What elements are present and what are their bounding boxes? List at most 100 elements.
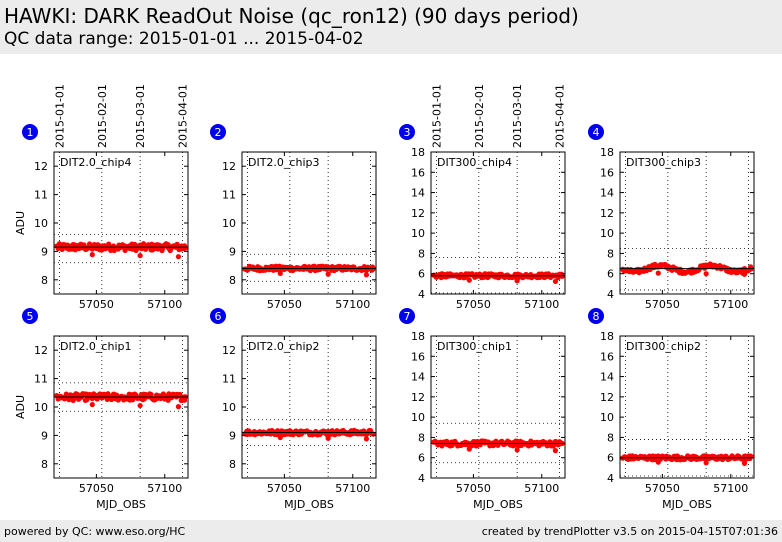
y-tick-label: 14 xyxy=(600,371,614,384)
data-point xyxy=(325,271,331,277)
data-point xyxy=(325,435,331,441)
data-point xyxy=(363,272,370,278)
y-tick-label: 12 xyxy=(34,344,48,357)
x-tick-label: 57050 xyxy=(79,298,114,311)
data-point xyxy=(703,460,709,466)
panel-label: DIT300_chip2 xyxy=(626,340,701,353)
x-axis-label: MJD_OBS xyxy=(96,498,146,511)
data-point xyxy=(277,434,283,441)
x-tick-label: 57100 xyxy=(524,298,559,311)
plot-frame-1 xyxy=(53,151,189,295)
y-tick-label: 6 xyxy=(418,268,425,281)
y-tick-label: 10 xyxy=(600,227,614,240)
data-point xyxy=(277,270,283,277)
y-tick-label: 8 xyxy=(418,247,425,260)
panel-number-badge[interactable] xyxy=(588,308,604,324)
plot-frame-5 xyxy=(53,335,189,479)
data-point xyxy=(741,271,748,277)
footer-powered-by[interactable]: powered by QC: www.eso.org/HC xyxy=(4,525,186,538)
x-axis-label: MJD_OBS xyxy=(473,498,523,511)
x-tick-label: 57100 xyxy=(713,298,748,311)
y-tick-label: 18 xyxy=(600,146,614,159)
footer-bar: powered by QC: www.eso.org/HC created by… xyxy=(0,520,782,542)
y-tick-label: 8 xyxy=(607,247,614,260)
y-tick-label: 6 xyxy=(607,268,614,281)
y-tick-label: 9 xyxy=(41,429,48,442)
panel-number-badge[interactable] xyxy=(22,124,38,140)
date-tick-label: 2015-02-01 xyxy=(473,84,486,148)
data-point xyxy=(748,453,754,460)
data-point xyxy=(137,253,143,259)
date-tick-label: 2015-03-01 xyxy=(134,84,147,148)
x-tick-label: 57050 xyxy=(79,482,114,495)
y-tick-label: 12 xyxy=(34,160,48,173)
y-tick-label: 8 xyxy=(418,431,425,444)
data-point xyxy=(559,273,565,279)
date-tick-label: 2015-01-01 xyxy=(53,84,66,148)
y-tick-label: 18 xyxy=(600,330,614,343)
panel-number: 3 xyxy=(404,126,411,139)
panel-number-badge[interactable] xyxy=(22,308,38,324)
x-tick-label: 57100 xyxy=(524,482,559,495)
x-tick-label: 57100 xyxy=(335,482,370,495)
y-tick-label: 11 xyxy=(222,189,236,202)
x-tick-label: 57100 xyxy=(335,298,370,311)
y-tick-label: 6 xyxy=(418,452,425,465)
panel-number-badge[interactable] xyxy=(210,308,226,324)
y-tick-label: 4 xyxy=(418,472,425,485)
y-tick-label: 10 xyxy=(411,411,425,424)
panel-number-badge[interactable] xyxy=(210,124,226,140)
x-tick-label: 57050 xyxy=(267,482,302,495)
y-tick-label: 9 xyxy=(229,429,236,442)
panel-number: 5 xyxy=(27,310,34,323)
y-tick-label: 10 xyxy=(34,217,48,230)
plot-frame-7 xyxy=(430,335,566,479)
page-title: HAWKI: DARK ReadOut Noise (qc_ron12) (90… xyxy=(4,4,579,28)
y-tick-label: 4 xyxy=(607,288,614,301)
trend-plot-grid: 8 9 10 11 12 57050 57100 DIT2.0_chip4 1 ADU 2015-0… xyxy=(14,84,755,511)
y-tick-label: 11 xyxy=(34,373,48,386)
y-tick-label: 18 xyxy=(411,330,425,343)
y-tick-label: 4 xyxy=(418,288,425,301)
panel-label: DIT2.0_chip2 xyxy=(248,340,319,353)
y-tick-label: 16 xyxy=(411,166,425,179)
panel-label: DIT2.0_chip3 xyxy=(248,156,319,169)
panel-number-badge[interactable] xyxy=(399,308,415,324)
y-tick-label: 10 xyxy=(34,401,48,414)
y-tick-label: 8 xyxy=(41,274,48,287)
panel-number: 4 xyxy=(593,126,600,139)
panel-label: DIT300_chip1 xyxy=(437,340,512,353)
y-tick-label: 12 xyxy=(600,391,614,404)
date-tick-label: 2015-01-01 xyxy=(430,84,443,148)
data-point xyxy=(175,404,182,410)
panel-number: 7 xyxy=(404,310,411,323)
data-point xyxy=(514,278,520,284)
page-subtitle: QC data range: 2015-01-01 ... 2015-04-02 xyxy=(4,29,364,49)
data-point xyxy=(741,460,748,466)
x-tick-label: 57100 xyxy=(713,482,748,495)
y-tick-label: 12 xyxy=(600,207,614,220)
x-tick-label: 57050 xyxy=(645,298,680,311)
date-tick-label: 2015-02-01 xyxy=(96,84,109,148)
plot-frame-3 xyxy=(430,151,566,295)
date-tick-label: 2015-04-01 xyxy=(554,84,567,148)
y-tick-label: 10 xyxy=(600,411,614,424)
x-tick-label: 57050 xyxy=(645,482,680,495)
panel-number-badge[interactable] xyxy=(588,124,604,140)
x-tick-label: 57100 xyxy=(147,482,182,495)
data-point xyxy=(175,254,182,260)
y-tick-label: 11 xyxy=(34,189,48,202)
panel-label: DIT300_chip3 xyxy=(626,156,701,169)
y-tick-label: 16 xyxy=(600,166,614,179)
y-tick-label: 14 xyxy=(411,371,425,384)
data-point xyxy=(363,436,370,442)
panel-number: 1 xyxy=(27,126,34,139)
y-tick-label: 6 xyxy=(607,452,614,465)
footer-created-by: created by trendPlotter v3.5 on 2015-04-… xyxy=(481,525,778,538)
y-tick-label: 12 xyxy=(222,160,236,173)
panel-number-badge[interactable] xyxy=(399,124,415,140)
y-tick-label: 8 xyxy=(229,458,236,471)
y-tick-label: 18 xyxy=(411,146,425,159)
y-tick-label: 11 xyxy=(222,373,236,386)
data-point xyxy=(655,270,661,276)
